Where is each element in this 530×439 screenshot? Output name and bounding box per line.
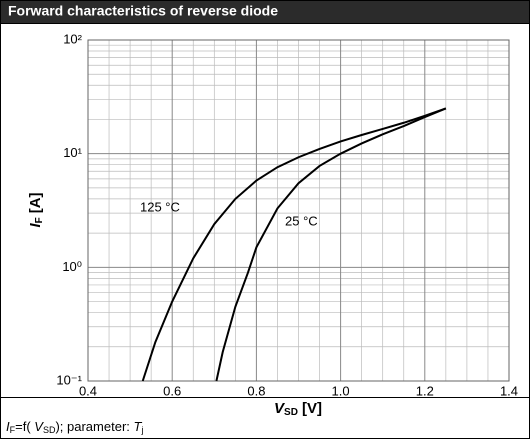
curve [215, 107, 447, 382]
x-tick-label: 0.8 [247, 383, 265, 398]
annotation: 25 °C [285, 213, 318, 228]
y-tick-label: 10⁻¹ [56, 372, 82, 387]
footer-part: =f( [15, 419, 34, 434]
x-tick-label: 1.4 [500, 383, 518, 398]
footer-part: SD [43, 425, 56, 435]
x-label-symbol: V [274, 400, 286, 417]
x-label-unit: [V] [302, 400, 322, 417]
y-tick-label: 10² [63, 31, 82, 46]
x-tick-label: 0.6 [163, 383, 181, 398]
x-axis-label: VSD [V] [274, 400, 322, 418]
footer-part: F [10, 425, 16, 435]
x-tick-label: 0.4 [79, 383, 97, 398]
grid [87, 39, 510, 382]
footer-part: I [6, 419, 10, 434]
footer-part: T [134, 419, 143, 434]
y-label-unit: [A] [27, 192, 44, 213]
footer-part: ); parameter: [55, 419, 133, 434]
footer-part: j [140, 425, 143, 435]
x-tick-label: 1.0 [332, 383, 350, 398]
title-bar [1, 1, 529, 23]
y-tick-label: 10⁰ [62, 259, 82, 274]
plot [141, 107, 447, 382]
annotation: 125 °C [140, 199, 180, 214]
y-tick-label: 10¹ [63, 145, 82, 160]
x-label-subscript: SD [284, 407, 298, 418]
x-tick-label: 1.2 [416, 383, 434, 398]
y-label-subscript: F [34, 217, 45, 223]
y-axis-label: IF [A] [27, 192, 45, 227]
footer-part: V [34, 419, 44, 434]
curve [141, 107, 447, 382]
chart-title: Forward characteristics of reverse diode [8, 3, 278, 19]
footer: IF=f( VSD); parameter: Tj [6, 419, 143, 435]
plot-border [87, 39, 510, 382]
y-label-symbol: I [27, 223, 44, 228]
